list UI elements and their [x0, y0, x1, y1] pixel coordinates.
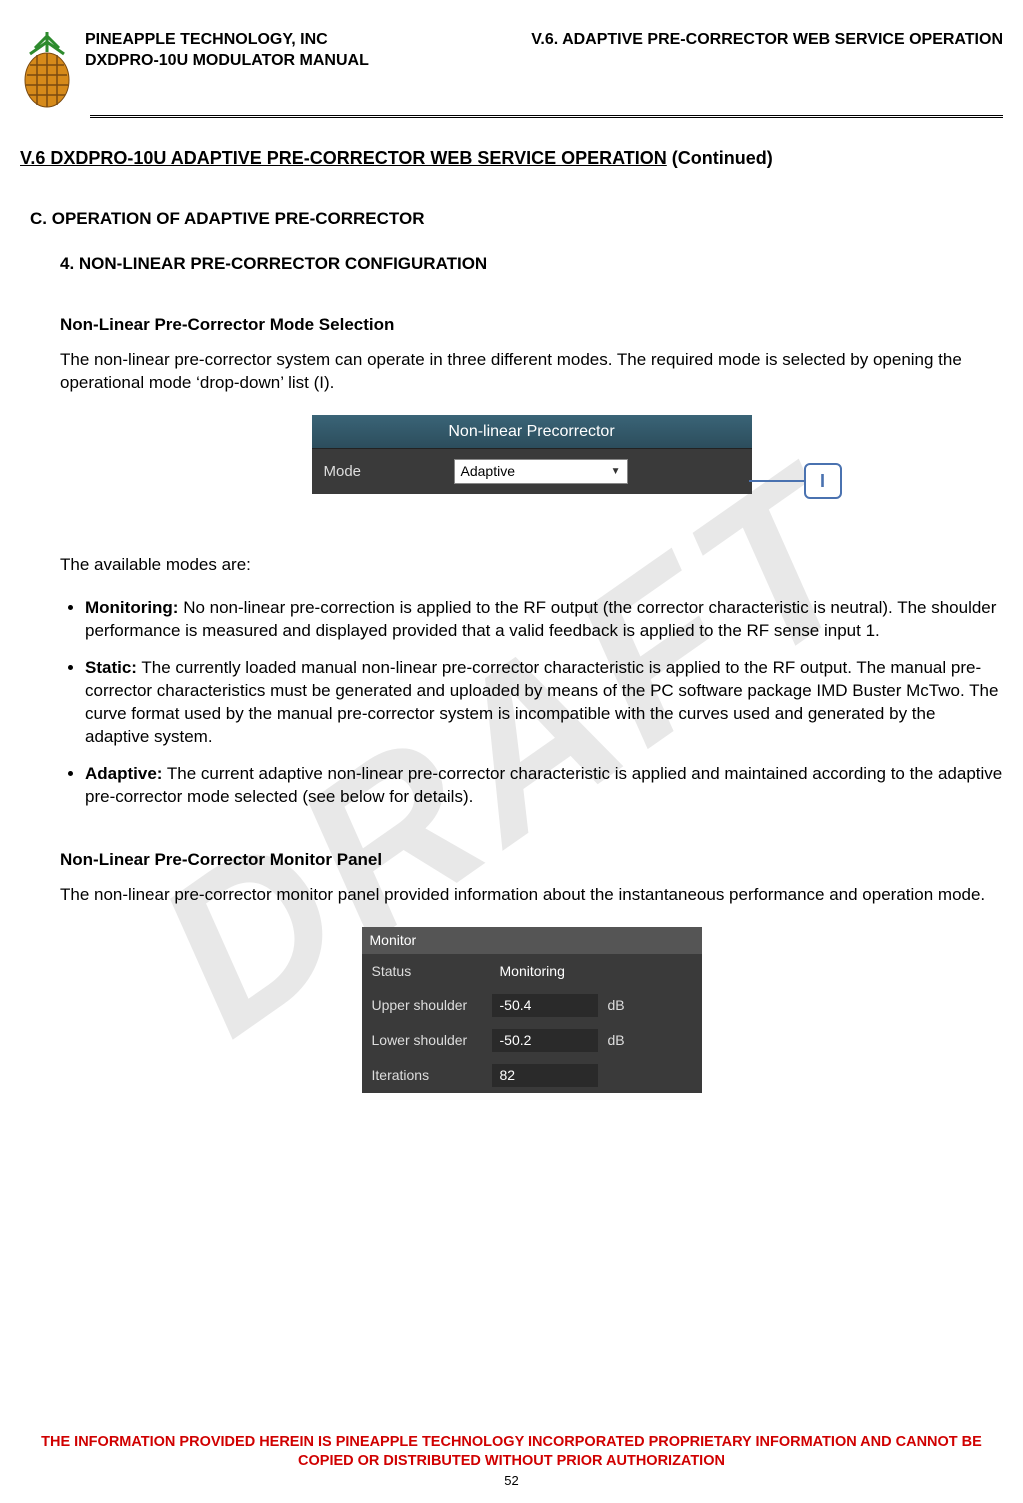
mode-item-monitoring: Monitoring: No non-linear pre-correction… — [85, 597, 1003, 643]
chevron-down-icon: ▼ — [611, 465, 621, 479]
modes-list: Monitoring: No non-linear pre-correction… — [60, 597, 1003, 809]
fig2-panel-title: Monitor — [362, 927, 702, 954]
monitor-panel-heading: Non-Linear Pre-Corrector Monitor Panel — [60, 849, 1003, 872]
fig2-label: Iterations — [372, 1066, 492, 1085]
header-company: PINEAPPLE TECHNOLOGY, INC — [85, 30, 369, 51]
footer-page-number: 52 — [20, 1473, 1003, 1488]
pineapple-logo-icon — [20, 30, 75, 110]
mode-name: Adaptive: — [85, 764, 162, 783]
mode-desc: No non-linear pre-correction is applied … — [85, 598, 996, 640]
mode-item-static: Static: The currently loaded manual non-… — [85, 657, 1003, 749]
fig1-mode-label: Mode — [324, 462, 454, 482]
fig2-unit: dB — [598, 1031, 638, 1050]
subsection-4: 4. NON-LINEAR PRE-CORRECTOR CONFIGURATIO… — [60, 254, 1003, 274]
fig2-label: Lower shoulder — [372, 1031, 492, 1050]
mode-name: Static: — [85, 658, 137, 677]
fig2-row-lower: Lower shoulder -50.2 dB — [362, 1023, 702, 1058]
fig2-row-upper: Upper shoulder -50.4 dB — [362, 988, 702, 1023]
mode-desc: The current adaptive non-linear pre-corr… — [85, 764, 1002, 806]
mode-item-adaptive: Adaptive: The current adaptive non-linea… — [85, 763, 1003, 809]
section-title-suffix: (Continued) — [667, 148, 773, 168]
fig1-panel-title: Non-linear Precorrector — [312, 415, 752, 450]
mode-desc: The currently loaded manual non-linear p… — [85, 658, 998, 746]
figure-mode-dropdown: Non-linear Precorrector Mode Adaptive ▼ … — [60, 415, 1003, 494]
mode-selection-para: The non-linear pre-corrector system can … — [60, 349, 1003, 395]
modes-intro: The available modes are: — [60, 554, 1003, 577]
section-title: V.6 DXDPRO-10U ADAPTIVE PRE-CORRECTOR WE… — [20, 148, 1003, 169]
callout-bubble: I — [804, 463, 842, 499]
header-section-ref: V.6. ADAPTIVE PRE-CORRECTOR WEB SERVICE … — [531, 30, 1003, 51]
mode-dropdown[interactable]: Adaptive ▼ — [454, 459, 628, 484]
header-rule — [90, 115, 1003, 118]
page-header: PINEAPPLE TECHNOLOGY, INC DXDPRO-10U MOD… — [20, 30, 1003, 110]
fig2-value: -50.4 — [492, 994, 598, 1017]
fig2-value: Monitoring — [492, 960, 598, 983]
figure-monitor-panel: Monitor Status Monitoring Upper shoulder… — [60, 927, 1003, 1093]
fig2-row-iterations: Iterations 82 — [362, 1058, 702, 1093]
callout-i: I — [749, 463, 842, 499]
fig2-label: Status — [372, 962, 492, 981]
fig2-label: Upper shoulder — [372, 996, 492, 1015]
callout-line — [749, 480, 804, 482]
mode-name: Monitoring: — [85, 598, 178, 617]
subsection-c: C. OPERATION OF ADAPTIVE PRE-CORRECTOR — [30, 209, 1003, 229]
fig2-row-status: Status Monitoring — [362, 954, 702, 989]
fig2-unit: dB — [598, 996, 638, 1015]
section-title-main: V.6 DXDPRO-10U ADAPTIVE PRE-CORRECTOR WE… — [20, 148, 667, 168]
footer-notice: THE INFORMATION PROVIDED HEREIN IS PINEA… — [20, 1433, 1003, 1471]
page-footer: THE INFORMATION PROVIDED HEREIN IS PINEA… — [20, 1433, 1003, 1488]
monitor-panel-para: The non-linear pre-corrector monitor pan… — [60, 884, 1003, 907]
header-manual: DXDPRO-10U MODULATOR MANUAL — [85, 51, 369, 72]
fig2-value: 82 — [492, 1064, 598, 1087]
mode-dropdown-value: Adaptive — [461, 462, 515, 481]
fig2-value: -50.2 — [492, 1029, 598, 1052]
mode-selection-heading: Non-Linear Pre-Corrector Mode Selection — [60, 314, 1003, 337]
